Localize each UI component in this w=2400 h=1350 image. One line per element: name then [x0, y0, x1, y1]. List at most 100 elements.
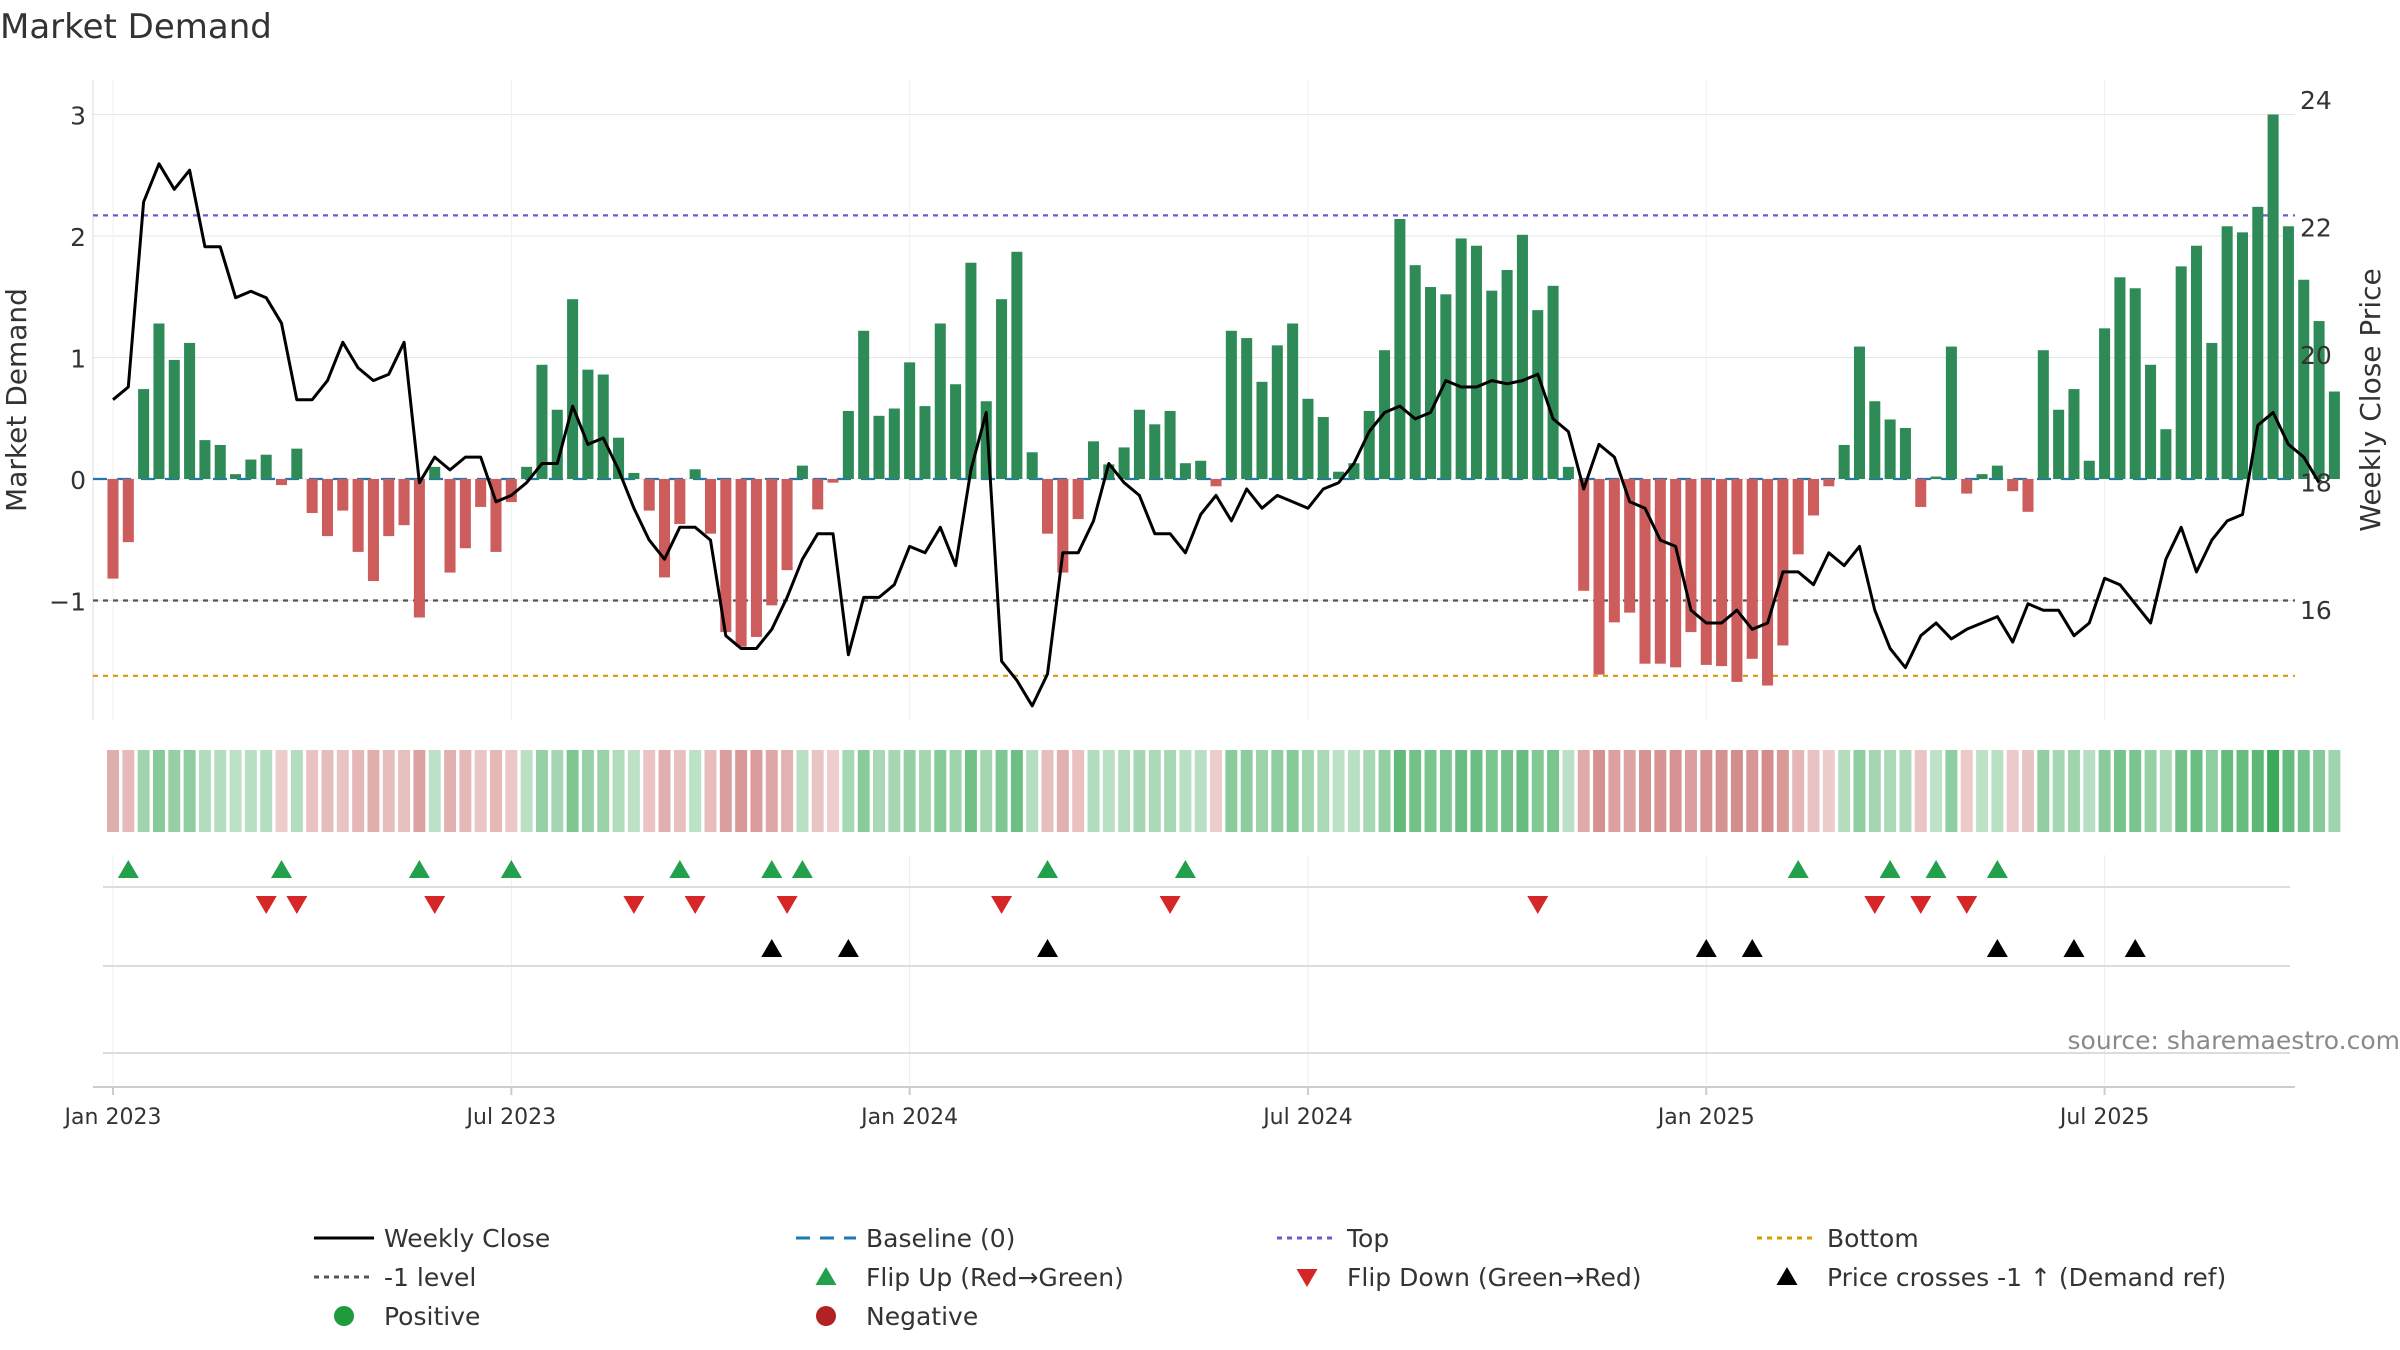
demand-bar [1103, 464, 1115, 479]
intensity-cell [1393, 750, 1406, 832]
intensity-cell [1577, 750, 1590, 832]
demand-bar [1149, 424, 1161, 479]
intensity-cell [152, 750, 165, 832]
demand-bar [689, 469, 701, 479]
demand-bar [1731, 479, 1743, 682]
demand-bar [996, 299, 1008, 479]
intensity-cell [260, 750, 273, 832]
demand-bar [2037, 350, 2049, 479]
demand-bar [1210, 479, 1222, 487]
y-axis-label: Market Demand [0, 288, 33, 512]
y2-tick-label: 24 [2300, 86, 2332, 115]
demand-bar [1608, 479, 1620, 623]
y-tick-label: 0 [70, 466, 86, 495]
intensity-cell [566, 750, 579, 832]
demand-bar [413, 479, 425, 618]
demand-bar [1302, 398, 1314, 479]
legend-item-weekly_close: Weekly Close [314, 1224, 550, 1253]
demand-bar [2053, 409, 2065, 479]
price-cross-marker [2063, 939, 2085, 957]
demand-bar [459, 479, 471, 549]
intensity-cell [2236, 750, 2249, 832]
demand-bar [1164, 410, 1176, 479]
demand-bar [2068, 389, 2080, 479]
intensity-cell [719, 750, 732, 832]
demand-bar [398, 479, 410, 526]
intensity-cell [1148, 750, 1161, 832]
y-tick-label: −1 [49, 588, 86, 617]
flip-down-marker [684, 896, 706, 914]
demand-bar [107, 479, 119, 579]
intensity-cell [1562, 750, 1575, 832]
intensity-cell [1056, 750, 1069, 832]
x-tick-label: Jul 2024 [1261, 1105, 1353, 1130]
demand-bar [1287, 323, 1299, 479]
intensity-cell [1868, 750, 1881, 832]
intensity-cell [1118, 750, 1131, 832]
y2-tick-label: 16 [2300, 596, 2332, 625]
demand-bar [2083, 460, 2095, 479]
price-cross-marker [837, 939, 859, 957]
intensity-cell [643, 750, 656, 832]
intensity-cell [1347, 750, 1360, 832]
demand-bar [199, 440, 211, 479]
x-tick-label: Jul 2023 [465, 1105, 557, 1130]
intensity-cell [1485, 750, 1498, 832]
demand-bar [812, 479, 824, 510]
intensity-cell [2083, 750, 2096, 832]
intensity-cell [2190, 750, 2203, 832]
flip-down-marker [1527, 896, 1549, 914]
demand-bar [1746, 479, 1758, 659]
demand-bar [2191, 245, 2203, 479]
demand-bar [904, 362, 916, 479]
demand-bar [1945, 346, 1957, 479]
demand-bar [153, 323, 165, 479]
intensity-cell [1301, 750, 1314, 832]
demand-bar [2145, 364, 2157, 479]
intensity-cell [1792, 750, 1805, 832]
intensity-cell [1930, 750, 1943, 832]
demand-bar [2099, 328, 2111, 479]
legend: Weekly Close Baseline (0) Top Bottom -1 leve… [314, 1224, 2226, 1331]
intensity-cell [336, 750, 349, 832]
demand-bar [766, 479, 778, 606]
intensity-cell [1654, 750, 1667, 832]
intensity-cell [551, 750, 564, 832]
demand-bar [704, 479, 716, 534]
intensity-cell [1684, 750, 1697, 832]
flip-up-marker [1787, 860, 1809, 878]
demand-bar [1271, 345, 1283, 479]
intensity-cell [198, 750, 211, 832]
demand-bar [505, 479, 517, 503]
demand-bar [490, 479, 502, 552]
demand-bar [1516, 234, 1528, 479]
demand-bar [597, 374, 609, 479]
demand-bar [567, 299, 579, 479]
demand-bar [750, 479, 762, 637]
intensity-cell [444, 750, 457, 832]
intensity-cell [428, 750, 441, 832]
demand-bar [1976, 474, 1988, 479]
demand-bar [1685, 479, 1697, 633]
flip-down-marker [286, 896, 308, 914]
x-axis: Jan 2023 Jul 2023 Jan 2024 Jul 2024 Jan 2025… [63, 1086, 2295, 1130]
demand-bar [2252, 206, 2264, 479]
intensity-cell [842, 750, 855, 832]
demand-bar [2206, 342, 2218, 479]
y2-axis-label: Weekly Close Price [2354, 268, 2387, 531]
intensity-cell [1501, 750, 1514, 832]
demand-bar [1225, 330, 1237, 479]
intensity-cell [1010, 750, 1023, 832]
intensity-cell [290, 750, 303, 832]
demand-bar [873, 415, 885, 479]
demand-bar [1547, 285, 1559, 479]
demand-bar [475, 479, 487, 507]
intensity-cell [1439, 750, 1452, 832]
demand-bar [796, 465, 808, 479]
demand-bar [1578, 479, 1590, 591]
intensity-cell [1194, 750, 1207, 832]
demand-bar [184, 342, 196, 479]
intensity-cell [1899, 750, 1912, 832]
left-axis-ticks: 3 2 1 0 −1 [49, 102, 86, 617]
flip-down-marker [991, 896, 1013, 914]
